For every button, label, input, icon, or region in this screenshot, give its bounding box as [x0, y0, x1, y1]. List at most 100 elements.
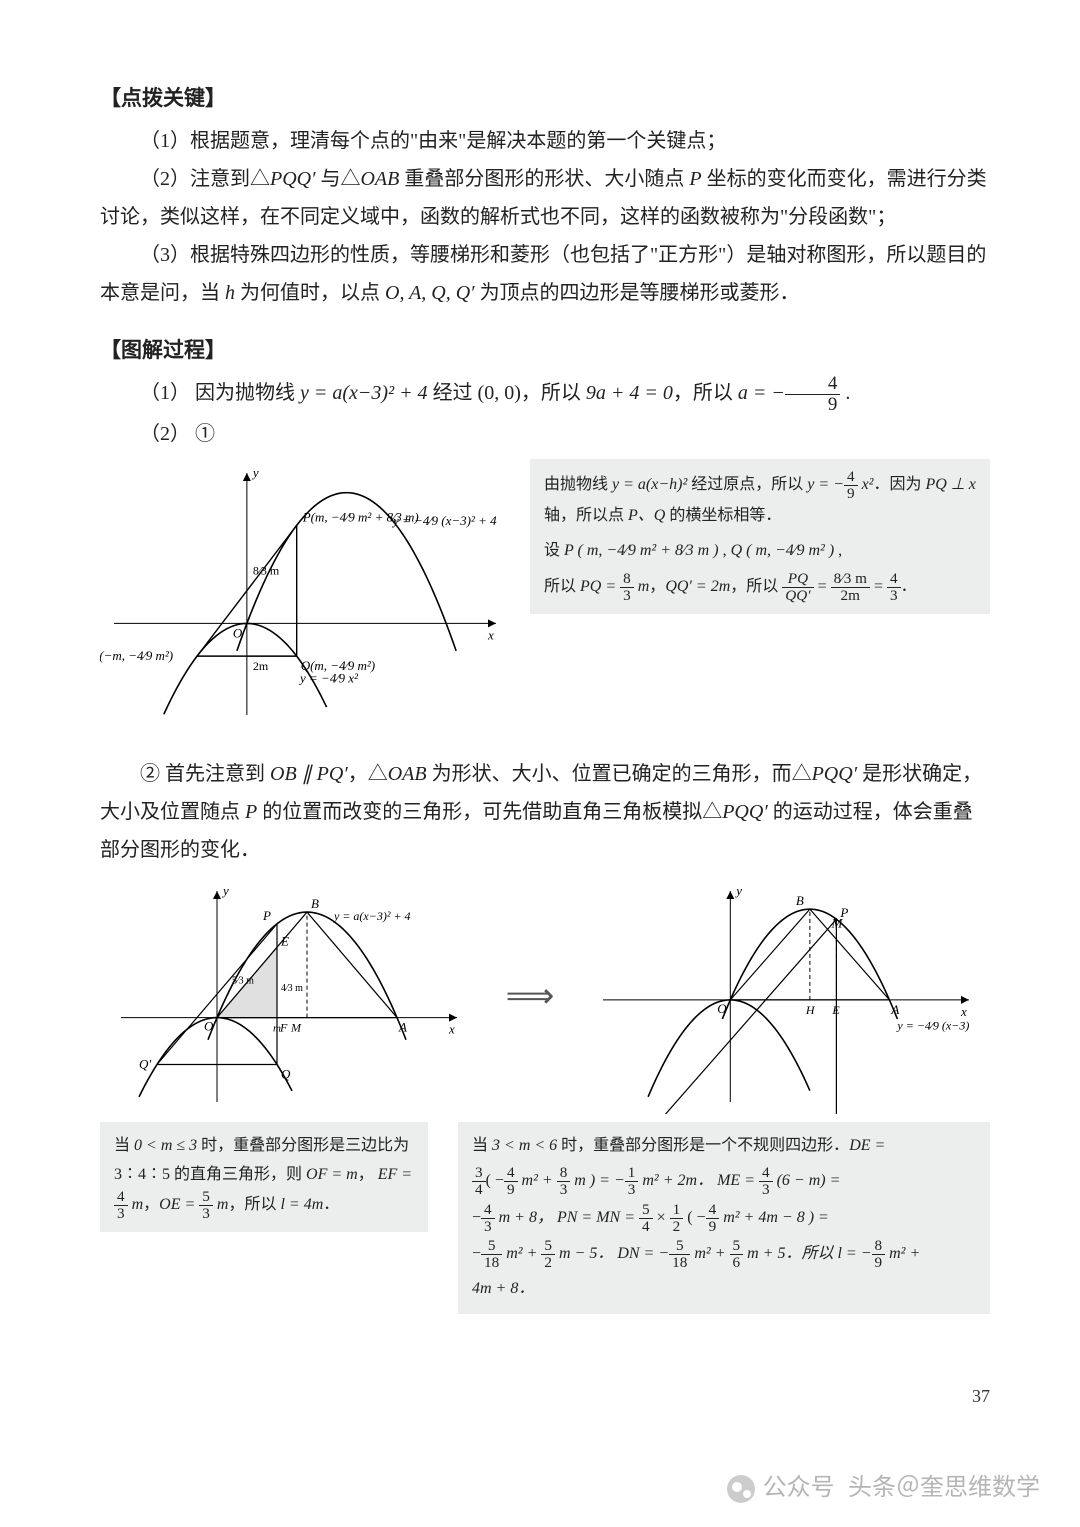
- svg-text:x: x: [487, 627, 494, 642]
- text: 为何值时，以点: [235, 282, 385, 304]
- fraction: 43: [887, 571, 901, 604]
- proc-1: （1） 因为抛物线 y = a(x−3)² + 4 经过 (0, 0)，所以 9…: [100, 374, 990, 415]
- den: 18: [481, 1255, 502, 1271]
- fraction: 43: [481, 1202, 495, 1235]
- fraction: 54: [639, 1202, 653, 1235]
- fraction: 56: [730, 1238, 744, 1271]
- m: Q ( m, −4⁄9 m² ): [731, 542, 835, 559]
- svg-text:E: E: [280, 933, 289, 948]
- fraction: 49: [504, 1165, 518, 1198]
- m: OB ∥ PQ′: [270, 763, 348, 785]
- den: 3: [620, 588, 634, 604]
- svg-text:y: y: [251, 465, 259, 480]
- num: 4: [481, 1202, 495, 1219]
- line: 34( −49 m² + 83 m ) = −13 m² + 2m． ME = …: [472, 1165, 976, 1198]
- m: 4m + 8．: [472, 1280, 534, 1297]
- num: 3: [472, 1165, 486, 1182]
- fraction: 83: [620, 571, 634, 604]
- m: x²: [858, 476, 874, 493]
- num: 4: [504, 1165, 518, 1182]
- den: 6: [730, 1255, 744, 1271]
- den: 3: [887, 588, 901, 604]
- svg-text:A: A: [398, 1019, 407, 1034]
- svg-text:A: A: [890, 1002, 899, 1017]
- t: ，: [649, 579, 665, 596]
- svg-text:M: M: [830, 915, 843, 930]
- num: 5: [669, 1238, 690, 1255]
- num: 8: [620, 571, 634, 588]
- den: 3: [557, 1182, 571, 1198]
- heading-proc: 【图解过程】: [100, 334, 990, 364]
- wechat-icon: [727, 1475, 755, 1503]
- m: P ( m, −4⁄9 m² + 8⁄3 m ): [564, 542, 719, 559]
- m: m² +: [518, 1172, 557, 1189]
- m: PQ ⊥ x: [926, 476, 976, 493]
- line: 当 3 < m < 6 时，重叠部分图形是一个不规则四边形．DE =: [472, 1132, 976, 1161]
- m: m ) = −: [570, 1172, 624, 1189]
- m: DN = −: [617, 1246, 669, 1263]
- num: 1: [625, 1165, 639, 1182]
- den: 3: [625, 1182, 639, 1198]
- svg-text:y: y: [734, 883, 742, 898]
- text: （1） 因为抛物线: [140, 382, 300, 404]
- math: h: [225, 282, 235, 304]
- den: 3: [481, 1219, 495, 1235]
- m: P、Q: [628, 507, 665, 524]
- t: −: [472, 1209, 481, 1226]
- svg-text:M: M: [290, 1020, 302, 1034]
- num: 5: [730, 1238, 744, 1255]
- svg-text:B: B: [796, 893, 804, 908]
- t: 所以: [544, 579, 580, 596]
- line: 设 P ( m, −4⁄9 m² + 8⁄3 m ) , Q ( m, −4⁄9…: [544, 537, 976, 566]
- fraction: 8⁄3 m2m: [831, 571, 870, 604]
- num: 8⁄3 m: [831, 571, 870, 588]
- t: ．: [901, 579, 917, 596]
- den: 9: [785, 395, 841, 415]
- fraction: 89: [872, 1238, 886, 1271]
- text: ，所以: [673, 382, 738, 404]
- m: PQ =: [580, 579, 620, 596]
- svg-text:D: D: [591, 879, 600, 882]
- fraction: 49: [785, 374, 841, 415]
- m: PN = MN =: [557, 1209, 639, 1226]
- num: 4: [887, 571, 901, 588]
- svg-text:2m: 2m: [253, 659, 269, 673]
- proc-2b: ② 首先注意到 OB ∥ PQ′，△OAB 为形状、大小、位置已确定的三角形，而…: [100, 755, 990, 869]
- math: O, A, Q, Q′: [385, 282, 475, 304]
- m: m: [213, 1197, 229, 1214]
- den: 2: [670, 1219, 684, 1235]
- t: 轴，所以点: [544, 507, 628, 524]
- t: 设: [544, 542, 564, 559]
- key-para-3: （3）根据特殊四边形的性质，等腰梯形和菱形（也包括了"正方形"）是轴对称图形，所…: [100, 236, 990, 312]
- num: 5: [481, 1238, 502, 1255]
- m: m² + 4m − 8 ) =: [719, 1209, 829, 1226]
- m: m² +: [690, 1246, 729, 1263]
- math: 9a + 4 = 0: [586, 382, 673, 404]
- m: m² +: [885, 1246, 920, 1263]
- t: 当: [114, 1137, 134, 1154]
- m: y = a(x−h)²: [612, 476, 687, 493]
- fraction: 34: [472, 1165, 486, 1198]
- line: −518 m² + 52 m − 5． DN = −518 m² + 56 m …: [472, 1238, 976, 1271]
- svg-text:Q′(−m, −4⁄9 m²): Q′(−m, −4⁄9 m²): [100, 648, 173, 663]
- svg-text:Q: Q: [281, 1066, 291, 1081]
- t: 经过原点，所以: [687, 476, 807, 493]
- svg-text:5⁄3 m: 5⁄3 m: [232, 975, 254, 986]
- line: −43 m + 8， PN = MN = 54 × 12 ( −49 m² + …: [472, 1202, 976, 1235]
- m: OF = m: [306, 1166, 358, 1183]
- t: 为形状、大小、位置已确定的三角形，而△: [427, 763, 812, 785]
- text: （2）注意到△: [140, 168, 270, 190]
- den: 2: [541, 1255, 555, 1271]
- figure-parabola-1: OxyP(m, −4⁄9 m² + 8⁄3 m)y = −4⁄9 (x−3)² …: [100, 459, 510, 729]
- t: =: [814, 579, 831, 596]
- m: 0 < m ≤ 3: [134, 1137, 197, 1154]
- fraction: 49: [844, 469, 858, 502]
- m: l = 4m: [280, 1197, 323, 1214]
- t: ．: [323, 1197, 339, 1214]
- svg-text:O: O: [717, 1001, 727, 1016]
- num: 8: [872, 1238, 886, 1255]
- key-para-1: （1）根据题意，理清每个点的"由来"是解决本题的第一个关键点；: [100, 122, 990, 160]
- t: ，所以: [228, 1197, 280, 1214]
- t: 的横坐标相等．: [665, 507, 781, 524]
- math: OAB: [360, 168, 399, 190]
